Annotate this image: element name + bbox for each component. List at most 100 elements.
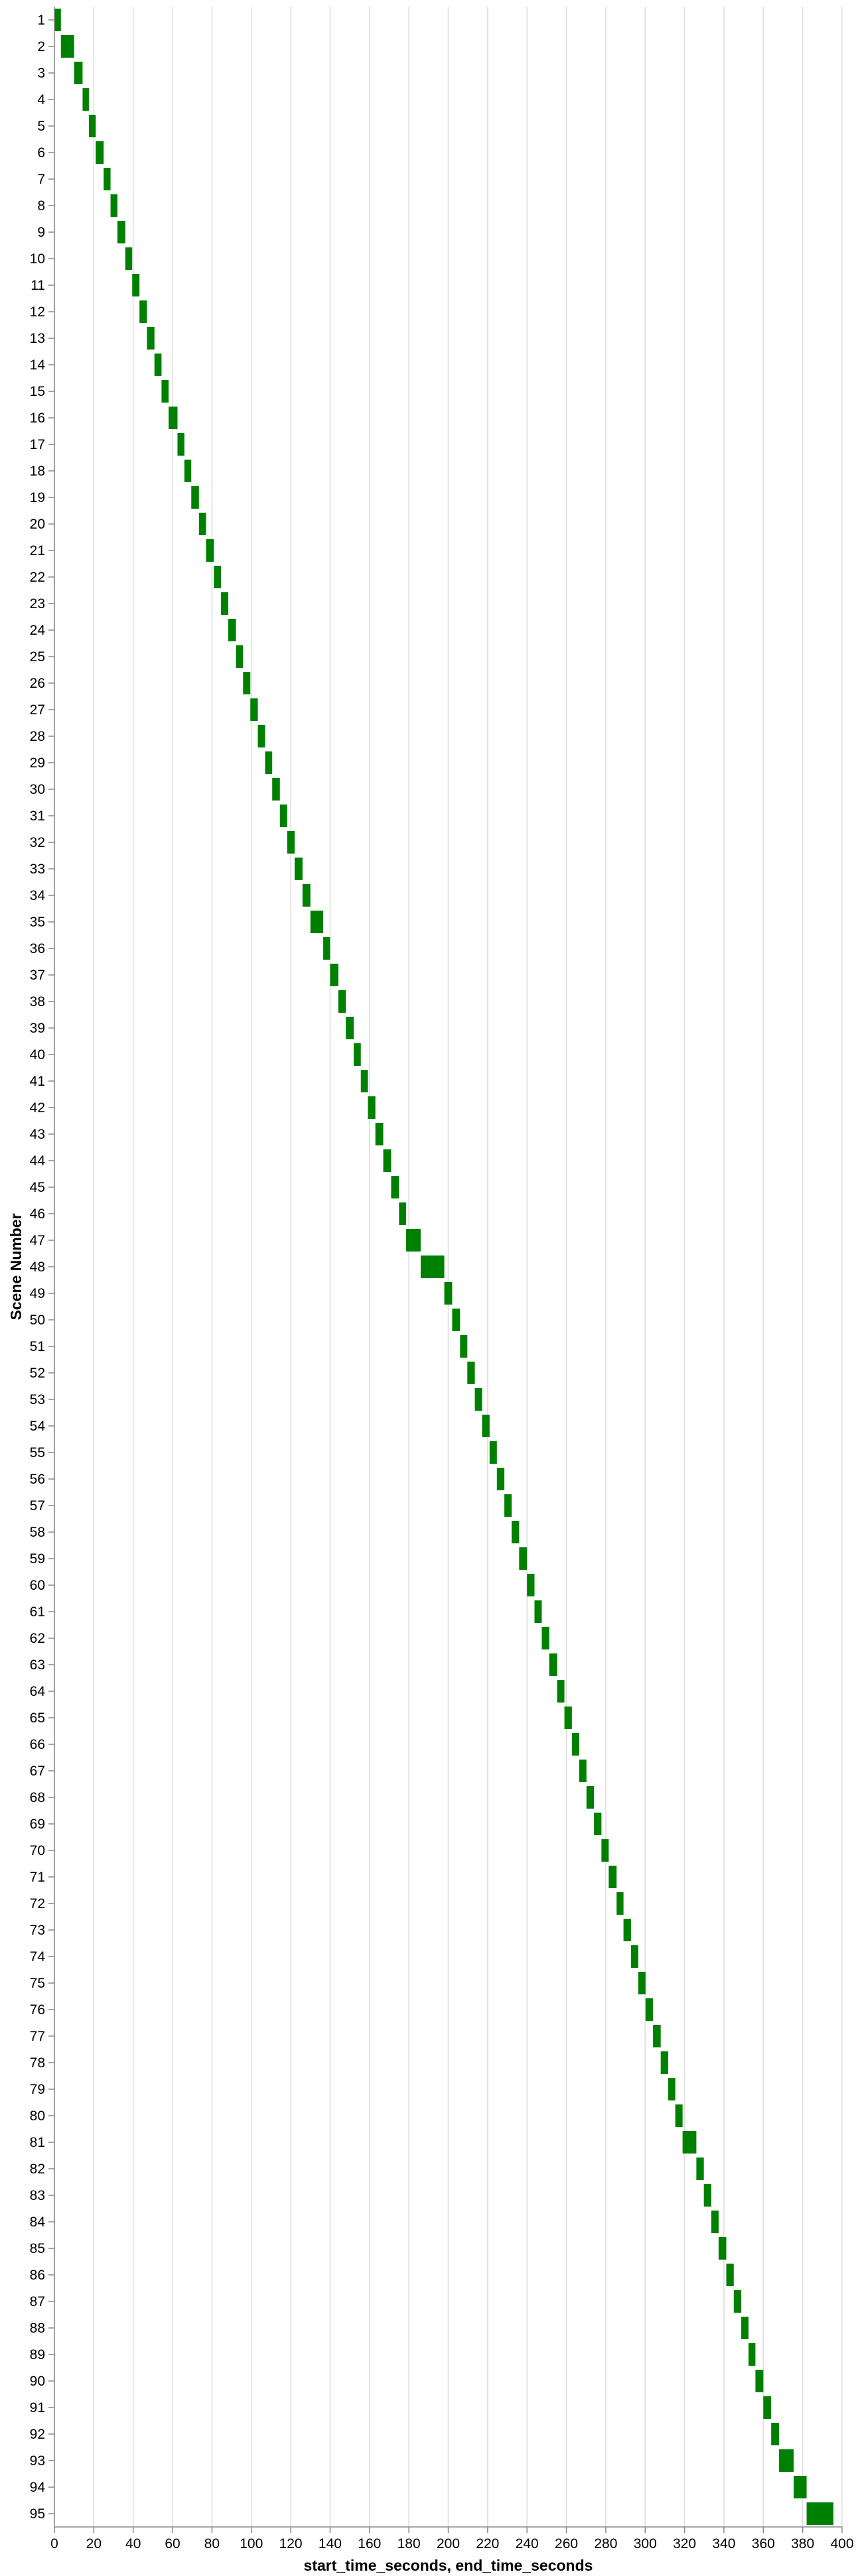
- bar-scene-83: [703, 2184, 711, 2207]
- bar-scene-14: [154, 354, 162, 376]
- y-tick-label-88: 88: [30, 2321, 45, 2336]
- y-tick-label-71: 71: [30, 1870, 45, 1885]
- x-tick-label-120: 120: [279, 2536, 303, 2551]
- y-tick-label-26: 26: [30, 676, 45, 691]
- bar-scene-34: [302, 884, 311, 907]
- bar-scene-81: [682, 2131, 697, 2154]
- bar-scene-15: [161, 380, 169, 403]
- y-tick-label-42: 42: [30, 1100, 45, 1116]
- y-axis-title: Scene Number: [7, 1213, 25, 1320]
- y-tick-label-84: 84: [30, 2215, 46, 2230]
- y-tick-label-68: 68: [30, 1790, 45, 1805]
- bar-scene-31: [279, 805, 287, 827]
- bar-scene-89: [749, 2343, 756, 2366]
- y-tick-label-72: 72: [30, 1896, 45, 1911]
- bar-scene-18: [184, 460, 192, 482]
- y-tick-label-5: 5: [37, 119, 45, 134]
- x-tick-label-240: 240: [516, 2536, 539, 2551]
- y-tick-label-19: 19: [30, 490, 45, 505]
- x-tick-label-100: 100: [240, 2536, 263, 2551]
- y-tick-label-21: 21: [30, 543, 45, 558]
- bar-scene-20: [198, 513, 206, 535]
- bar-scene-58: [512, 1521, 520, 1543]
- y-tick-label-15: 15: [30, 384, 45, 399]
- bar-scene-85: [718, 2237, 727, 2260]
- y-tick-label-13: 13: [30, 331, 45, 346]
- bar-scene-13: [147, 327, 155, 350]
- bar-scene-47: [405, 1229, 421, 1252]
- y-tick-label-70: 70: [30, 1843, 45, 1858]
- bar-scene-66: [571, 1733, 579, 1756]
- grid-lines: [54, 7, 843, 2527]
- y-tick-label-33: 33: [30, 862, 45, 877]
- bar-scene-76: [645, 1998, 654, 2021]
- y-tick-label-25: 25: [30, 649, 45, 665]
- bar-scene-53: [474, 1388, 482, 1411]
- y-tick-label-10: 10: [30, 251, 45, 267]
- y-tick-label-86: 86: [30, 2268, 45, 2283]
- bar-scene-91: [763, 2396, 772, 2419]
- y-tick-label-55: 55: [30, 1445, 45, 1460]
- bar-scene-67: [579, 1760, 587, 1782]
- y-tick-label-4: 4: [37, 92, 45, 107]
- bar-scene-23: [221, 592, 229, 615]
- bar-scene-16: [169, 407, 178, 429]
- bar-scene-27: [250, 698, 258, 721]
- y-tick-label-23: 23: [30, 596, 45, 612]
- y-tick-label-29: 29: [30, 755, 45, 771]
- bar-scene-42: [368, 1096, 376, 1119]
- y-tick-label-41: 41: [30, 1074, 45, 1089]
- y-tick-label-20: 20: [30, 517, 45, 532]
- y-tick-label-69: 69: [30, 1817, 45, 1832]
- bar-scene-61: [534, 1600, 542, 1623]
- y-tick-label-93: 93: [30, 2453, 45, 2469]
- bar-scene-63: [549, 1653, 557, 1676]
- bar-scene-52: [467, 1362, 475, 1384]
- y-tick-label-49: 49: [30, 1286, 45, 1301]
- y-tick-label-36: 36: [30, 941, 45, 956]
- y-tick-label-58: 58: [30, 1525, 45, 1540]
- bar-scene-24: [228, 619, 236, 641]
- y-tick-label-64: 64: [30, 1684, 46, 1699]
- bar-scene-92: [771, 2423, 780, 2445]
- bar-scene-48: [420, 1256, 445, 1278]
- y-tick-label-95: 95: [30, 2506, 45, 2522]
- bar-scene-95: [806, 2502, 833, 2525]
- y-tick-label-44: 44: [30, 1153, 46, 1169]
- y-tick-label-11: 11: [31, 278, 45, 293]
- y-tick-label-60: 60: [30, 1578, 45, 1593]
- x-tick-label-400: 400: [830, 2536, 853, 2551]
- y-tick-label-57: 57: [30, 1498, 45, 1513]
- bar-scene-80: [675, 2104, 683, 2127]
- y-tick-label-43: 43: [30, 1127, 45, 1142]
- y-tick-label-6: 6: [37, 145, 45, 161]
- bar-scene-88: [741, 2317, 749, 2339]
- bars: [54, 9, 833, 2525]
- y-tick-label-16: 16: [30, 411, 45, 426]
- y-axis-ticks: 1234567891011121314151617181920212223242…: [30, 13, 54, 2522]
- bar-scene-73: [623, 1919, 631, 1941]
- bar-scene-84: [711, 2211, 719, 2233]
- y-tick-label-81: 81: [30, 2135, 45, 2150]
- y-tick-label-65: 65: [30, 1710, 45, 1726]
- bar-scene-6: [96, 141, 104, 164]
- bar-scene-17: [177, 433, 184, 456]
- bar-scene-22: [214, 566, 222, 588]
- y-tick-label-24: 24: [30, 623, 46, 638]
- bar-scene-78: [660, 2051, 668, 2074]
- bar-scene-7: [104, 168, 111, 190]
- x-tick-label-300: 300: [634, 2536, 657, 2551]
- bar-scene-75: [638, 1972, 646, 1994]
- bar-scene-57: [504, 1494, 512, 1517]
- y-tick-label-74: 74: [30, 1949, 46, 1964]
- y-tick-label-87: 87: [30, 2294, 45, 2309]
- y-tick-label-94: 94: [30, 2480, 46, 2495]
- x-tick-label-380: 380: [791, 2536, 814, 2551]
- bar-scene-49: [444, 1282, 453, 1305]
- y-tick-label-48: 48: [30, 1259, 45, 1275]
- bar-scene-51: [460, 1335, 468, 1358]
- y-tick-label-1: 1: [37, 13, 45, 28]
- y-tick-label-2: 2: [37, 39, 45, 54]
- bar-scene-54: [482, 1415, 490, 1437]
